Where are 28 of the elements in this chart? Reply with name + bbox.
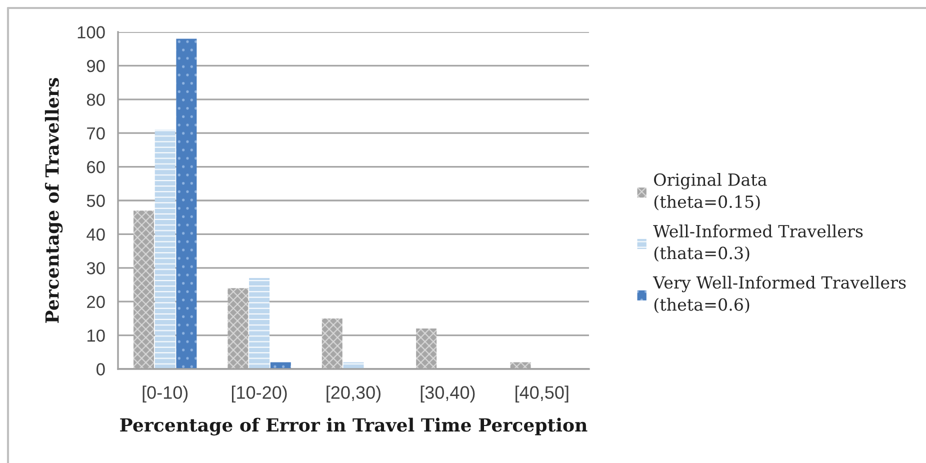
y-tick-label: 70 xyxy=(87,127,105,140)
legend-label: Very Well-Informed Travellers (theta=0.6) xyxy=(652,276,906,314)
x-tick-label: [40,50] xyxy=(516,386,568,402)
y-axis-title: Percentage of Travellers xyxy=(44,78,63,323)
bar xyxy=(249,278,270,369)
y-tick-label: 40 xyxy=(86,228,105,241)
bar xyxy=(416,328,437,369)
bar xyxy=(322,318,342,369)
x-tick-label: [0-10) xyxy=(142,386,188,402)
y-tick-label: 100 xyxy=(78,26,105,38)
y-tick-label: 0 xyxy=(96,363,105,376)
y-tick-label: 30 xyxy=(86,262,105,274)
bar xyxy=(134,210,154,369)
y-tick-label: 90 xyxy=(87,60,105,72)
bar xyxy=(154,130,176,369)
x-tick-label: [20,30) xyxy=(326,386,380,402)
y-tick-label: 60 xyxy=(87,160,105,174)
y-tick-label: 80 xyxy=(86,94,105,106)
x-tick-label: [10-20) xyxy=(232,386,287,402)
y-tick-label: 20 xyxy=(87,296,105,308)
bar xyxy=(176,38,197,369)
y-tick-label: 50 xyxy=(86,194,105,207)
bar xyxy=(228,288,248,369)
y-tick-label: 10 xyxy=(88,329,105,342)
x-tick-label: [30,40) xyxy=(420,386,475,402)
x-axis-title: Percentage of Error in Travel Time Perception xyxy=(120,418,588,436)
legend-label: Original Data (theta=0.15) xyxy=(654,173,767,210)
legend-label: Well-Informed Travellers (thata=0.3) xyxy=(653,224,863,262)
